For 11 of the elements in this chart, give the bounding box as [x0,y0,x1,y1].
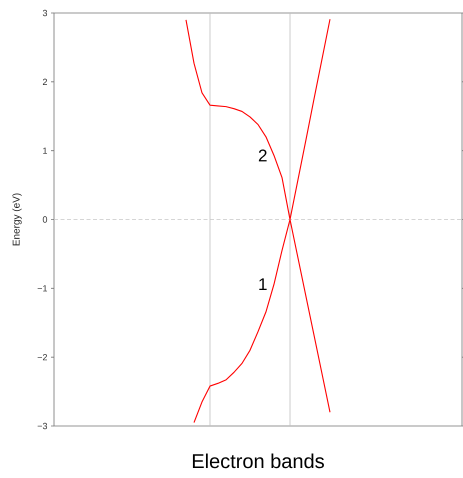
y-tick-label: 2 [42,78,48,85]
y-tick-label: −2 [38,354,48,360]
y-tick-label: −3 [38,422,48,430]
x-axis-title: Electron bands [192,454,324,468]
series-label: 1 [259,278,267,290]
y-tick-label: 3 [42,10,48,16]
y-tick-label: 0 [42,216,48,223]
series-label: 2 [258,150,267,162]
y-axis-title: Energy (eV) [12,193,22,246]
y-tick-label: −1 [38,285,48,292]
y-tick-label: 1 [43,148,48,154]
